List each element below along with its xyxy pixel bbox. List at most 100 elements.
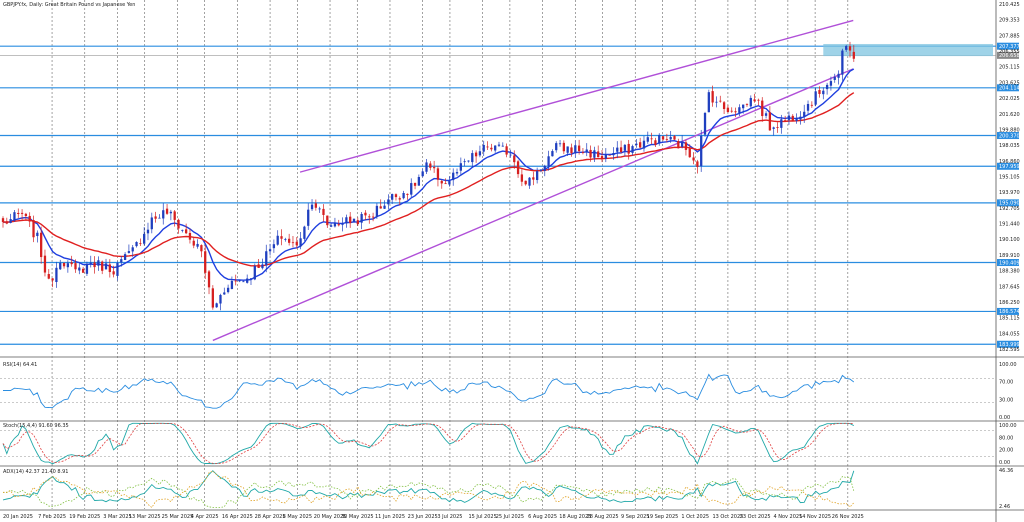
candle-body <box>5 221 8 224</box>
candle <box>211 285 214 310</box>
candle <box>501 142 504 147</box>
candle-body <box>24 213 28 217</box>
candle-body <box>707 92 710 113</box>
candle <box>780 114 783 134</box>
candle-body <box>642 140 646 149</box>
stoch-axis-tick-label: 80.00 <box>999 435 1013 441</box>
candle-body <box>627 143 630 154</box>
candle <box>307 203 310 230</box>
candle <box>158 214 161 219</box>
candle-body <box>658 134 661 144</box>
channel-lower-line <box>212 68 854 342</box>
candle <box>402 190 405 200</box>
candle-body <box>577 145 581 152</box>
candle-body <box>303 226 306 239</box>
candle <box>577 139 581 155</box>
candle <box>413 182 417 190</box>
candle <box>219 293 222 311</box>
candle-body <box>272 244 276 249</box>
di-minus-line <box>2 470 855 509</box>
candle <box>631 144 634 156</box>
candle <box>387 194 390 210</box>
channel-upper-line <box>299 19 854 173</box>
adx-axis-tick-label: 46.36 <box>999 468 1013 474</box>
candle <box>280 229 283 246</box>
candle <box>505 143 508 158</box>
candle <box>261 258 264 270</box>
candle-body <box>593 150 596 158</box>
level-price-badge <box>997 199 1019 207</box>
candle <box>600 150 604 163</box>
candle <box>654 137 657 148</box>
candle-body <box>112 271 115 275</box>
candle-body <box>654 140 657 145</box>
candle-body <box>421 171 424 177</box>
candle-body <box>200 245 203 252</box>
candle-body <box>291 242 295 244</box>
x-axis-tick-label: 7 Feb 2025 <box>38 514 66 520</box>
candle-body <box>40 232 43 258</box>
candle-body <box>650 138 653 140</box>
candle <box>5 217 8 225</box>
candle-body <box>387 199 390 205</box>
candle <box>284 237 287 242</box>
candle <box>543 164 546 177</box>
adx-label: ADX(14) 42.37 21.40 8.91 <box>3 469 69 475</box>
price-axis-tick-label: 188.380 <box>999 269 1020 275</box>
candle <box>761 97 764 122</box>
candle <box>36 230 39 243</box>
candle <box>616 141 619 159</box>
candle <box>791 114 794 122</box>
candle-body <box>524 180 527 185</box>
candle <box>810 101 813 108</box>
price-axis-tick-label: 209.353 <box>999 18 1020 24</box>
candle-body <box>379 206 382 209</box>
candle <box>1 216 5 228</box>
candle <box>234 274 237 286</box>
candle <box>249 278 253 285</box>
price-axis-tick-label: 187.645 <box>999 284 1020 290</box>
candle-body <box>463 161 466 163</box>
candle-body <box>852 51 855 59</box>
price-axis-tick-label: 202.025 <box>999 96 1020 102</box>
candle <box>410 178 413 197</box>
candle <box>238 279 241 283</box>
candle-body <box>62 262 66 267</box>
candle <box>570 143 573 157</box>
candle <box>776 122 779 133</box>
candle <box>806 100 810 114</box>
candle <box>837 70 840 85</box>
candle-body <box>745 103 749 105</box>
candle-body <box>184 229 188 234</box>
candle-body <box>181 229 184 231</box>
candle <box>734 107 737 118</box>
candle <box>246 274 249 284</box>
x-axis-tick-label: 20 May 2025 <box>314 514 347 520</box>
candle-body <box>51 278 54 281</box>
x-axis-tick-label: 13 Oct 2025 <box>712 514 743 520</box>
candle-body <box>795 118 798 121</box>
candle-body <box>486 146 489 148</box>
candle-body <box>78 267 81 271</box>
candle <box>13 209 16 222</box>
x-axis-tick-label: 19 Sep 2025 <box>647 514 679 520</box>
candle <box>848 41 852 58</box>
candle-body <box>558 143 562 145</box>
candle-body <box>333 223 337 227</box>
candle <box>455 168 459 176</box>
candle-body <box>131 247 134 252</box>
candle <box>471 150 474 168</box>
candle-body <box>814 91 817 105</box>
candle-body <box>349 216 352 224</box>
candle <box>288 233 291 246</box>
candle <box>169 209 173 221</box>
candle-body <box>474 152 478 157</box>
candle-body <box>139 243 142 245</box>
candle <box>627 139 630 160</box>
candle <box>188 228 192 244</box>
candle-body <box>120 259 123 263</box>
candle <box>444 178 447 185</box>
candle <box>845 44 848 52</box>
